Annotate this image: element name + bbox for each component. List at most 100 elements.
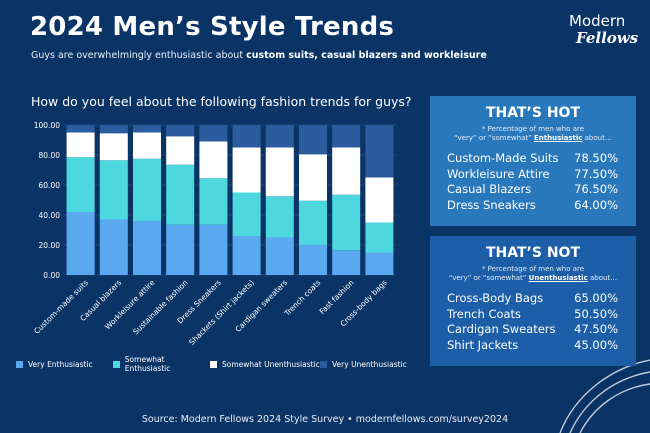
- hot-item-label: Workleisure Attire: [447, 166, 550, 181]
- not-heading: THAT’S NOT: [485, 245, 580, 261]
- bar-segment: [133, 221, 161, 275]
- bar-segment: [299, 154, 327, 201]
- legend-swatch: [113, 360, 120, 368]
- not-item-value: 50.50%: [574, 306, 618, 321]
- bar-segment: [199, 141, 228, 179]
- bar-segment: [199, 224, 228, 275]
- not-note-post: about…: [587, 274, 618, 282]
- hot-item-value: 78.50%: [574, 151, 618, 165]
- bar-segment: [66, 132, 95, 158]
- legend-item: Very Unenthusiastic: [320, 355, 410, 373]
- y-tick-label: 20.00: [39, 241, 61, 250]
- bar-segment: [66, 125, 95, 133]
- page-title: 2024 Men’s Style Trends: [30, 12, 395, 42]
- bar-segment: [166, 125, 195, 137]
- y-tick-label: 80.00: [39, 151, 61, 160]
- hot-item-value: 77.50%: [574, 166, 618, 181]
- not-item-label: Cross-Body Bags: [447, 291, 544, 305]
- hot-note-mid: “very” or “somewhat”: [454, 134, 534, 142]
- y-tick-label: 60.00: [39, 181, 61, 190]
- not-item-label: Cardigan Sweaters: [447, 322, 556, 336]
- bar-segment: [365, 125, 394, 178]
- bar-segment: [232, 125, 261, 148]
- bar-segment: [99, 219, 128, 275]
- legend-item: Somewhat Enthusiastic: [113, 355, 210, 373]
- hot-item-value: 64.00%: [574, 197, 618, 212]
- hot-item-label: Custom-Made Suits: [447, 151, 559, 165]
- bar-segment: [332, 250, 361, 275]
- bar-segment: [365, 222, 394, 253]
- bar-segment: [199, 125, 228, 142]
- thats-hot-panel: THAT’S HOT * Percentage of men who are “…: [430, 96, 636, 226]
- bar-segment: [133, 125, 161, 133]
- not-note-bold: Unenthusiastic: [528, 274, 588, 282]
- bar-segment: [265, 237, 294, 275]
- bar-segment: [365, 177, 394, 223]
- bar-segment: [299, 125, 327, 155]
- not-row: Trench Coats 50.50%: [430, 307, 636, 323]
- thats-not-panel: THAT’S NOT * Percentage of men who are “…: [430, 236, 636, 366]
- not-list: Cross-Body Bags 65.00% Trench Coats 50.50% C…: [430, 291, 636, 353]
- bar-segment: [232, 147, 261, 193]
- subtitle-bold: custom suits, casual blazers and worklei…: [246, 50, 487, 61]
- legend-label: Somewhat Enthusiastic: [124, 355, 171, 373]
- hot-item-label: Casual Blazers: [447, 182, 532, 196]
- not-row: Cardigan Sweaters 47.50%: [430, 322, 636, 338]
- legend-label: Very Unenthusiastic: [332, 359, 407, 369]
- bar-segment: [265, 125, 294, 148]
- legend-label: Somewhat Unenthusiastic: [222, 359, 320, 369]
- bar-segment: [232, 236, 261, 275]
- hot-row: Custom-Made Suits 78.50%: [430, 151, 636, 167]
- not-note-mid: “very” or “somewhat”: [448, 274, 529, 282]
- bar-segment: [332, 194, 361, 251]
- bar-segment: [199, 178, 228, 225]
- brand-line-1: Modern: [569, 12, 626, 30]
- bar-segment: [166, 224, 195, 275]
- hot-heading: THAT’S HOT: [485, 105, 580, 121]
- not-note-line1: * Percentage of men who are: [481, 265, 585, 273]
- hot-row: Casual Blazers 76.50%: [430, 182, 636, 198]
- legend-swatch: [210, 360, 217, 368]
- bar-segment: [332, 125, 361, 148]
- bar-segment: [99, 133, 128, 161]
- chart-legend: Very Enthusiastic Somewhat Enthusiastic So…: [16, 355, 410, 373]
- not-note: * Percentage of men who are “very” or “s…: [430, 265, 636, 283]
- not-item-value: 47.50%: [574, 322, 618, 336]
- bar-segment: [99, 160, 128, 220]
- bar-segment: [66, 157, 95, 212]
- hot-note-bold: Enthusiastic: [533, 134, 583, 142]
- hot-note: * Percentage of men who are “very” or “s…: [430, 125, 636, 143]
- x-tick-label: Custom-made suits: [32, 278, 90, 336]
- bar-segment: [133, 132, 161, 159]
- not-item-label: Trench Coats: [447, 306, 522, 321]
- decorative-swoosh: [559, 359, 650, 433]
- not-item-value: 65.00%: [574, 291, 618, 305]
- hot-row: Workleisure Attire 77.50%: [430, 167, 636, 183]
- not-item-value: 45.00%: [574, 337, 618, 352]
- not-row: Cross-Body Bags 65.00%: [430, 291, 636, 307]
- bar-segment: [332, 147, 361, 195]
- bar-segment: [299, 245, 327, 275]
- y-axis-ticks: 0.00 20.00 40.00 60.00 80.00 100.00: [34, 121, 60, 280]
- legend-item: Very Enthusiastic: [16, 355, 113, 373]
- chart-bars: [66, 125, 394, 275]
- legend-swatch: [320, 360, 327, 368]
- y-tick-label: 100.00: [34, 121, 60, 130]
- source-footer: Source: Modern Fellows 2024 Style Survey…: [141, 414, 509, 425]
- hot-item-label: Dress Sneakers: [447, 197, 536, 212]
- not-row: Shirt Jackets 45.00%: [430, 338, 636, 354]
- page-subtitle: Guys are overwhelmingly enthusiastic abo…: [31, 50, 487, 61]
- bar-segment: [299, 200, 327, 245]
- hot-list: Custom-Made Suits 78.50% Workleisure Attir…: [430, 151, 636, 213]
- bar-segment: [265, 196, 294, 238]
- bar-segment: [166, 164, 195, 225]
- legend-label: Very Enthusiastic: [28, 359, 93, 369]
- brand-logo: Modern Fellows: [569, 14, 638, 46]
- hot-row: Dress Sneakers 64.00%: [430, 198, 636, 214]
- y-tick-label: 0.00: [43, 271, 60, 280]
- bar-segment: [265, 147, 294, 197]
- x-tick-label: Shackets (Shirt jackets): [187, 278, 256, 347]
- hot-note-post: about…: [582, 134, 612, 142]
- bar-segment: [99, 125, 128, 134]
